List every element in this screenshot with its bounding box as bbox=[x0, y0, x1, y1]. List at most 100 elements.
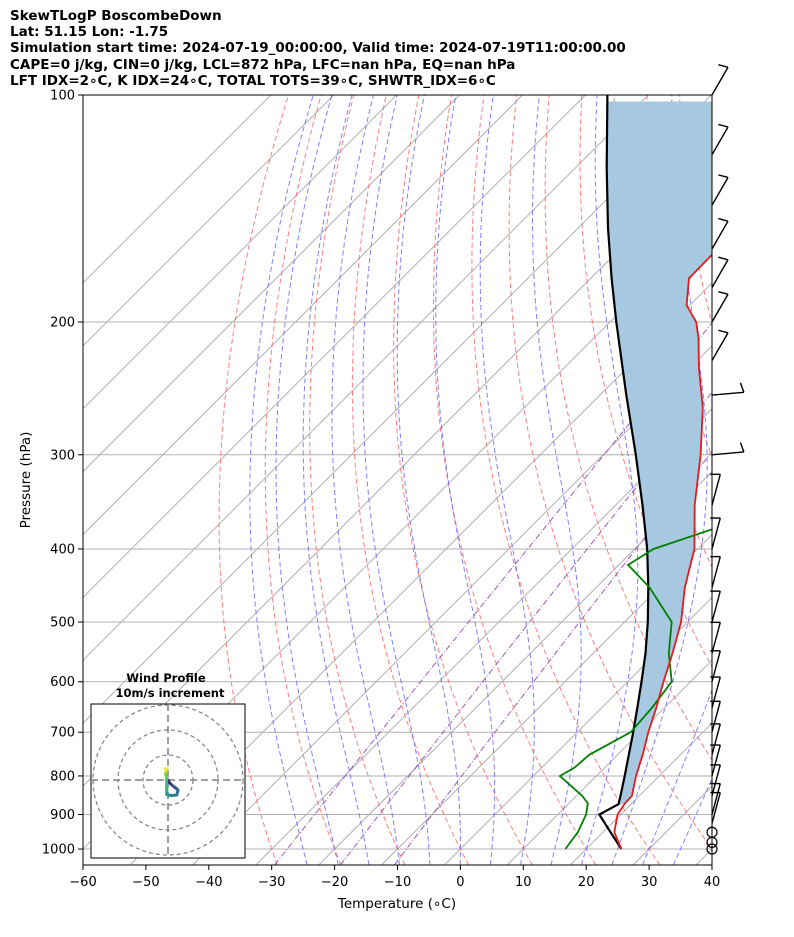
dry-adiabat-line bbox=[579, 95, 712, 668]
barb-flag bbox=[718, 174, 729, 179]
wind-barb bbox=[711, 256, 729, 288]
moist-adiabat-line bbox=[642, 688, 712, 865]
hodograph-subtitle: 10m/s increment bbox=[116, 686, 225, 700]
isotherm-line bbox=[318, 470, 712, 865]
isotherm-line bbox=[83, 95, 460, 473]
barb-staff bbox=[711, 66, 729, 96]
x-tick-label: −60 bbox=[69, 875, 96, 890]
dry-adiabat-line bbox=[711, 95, 712, 102]
cin-shading bbox=[606, 101, 712, 805]
x-tick-label: 20 bbox=[578, 875, 595, 890]
y-tick-label: 400 bbox=[50, 542, 75, 557]
moist-adiabat-line bbox=[580, 95, 639, 865]
barb-staff bbox=[711, 783, 721, 815]
x-tick-label: −40 bbox=[195, 875, 222, 890]
moist-adiabat-line bbox=[479, 95, 535, 865]
dry-adiabat-line bbox=[432, 95, 597, 865]
isotherm-line bbox=[83, 95, 335, 347]
dry-adiabat-line bbox=[393, 95, 533, 865]
hodograph: Wind Profile 10m/s increment bbox=[90, 671, 246, 859]
title-line-3: Simulation start time: 2024-07-19_00:00:… bbox=[10, 40, 626, 56]
moist-adiabat-line bbox=[275, 95, 339, 865]
barb-staff bbox=[711, 177, 729, 206]
dry-adiabat-line bbox=[471, 95, 661, 865]
y-tick-label: 300 bbox=[50, 448, 75, 463]
barb-flag bbox=[739, 442, 745, 453]
dry-adiabat-line bbox=[264, 95, 342, 865]
y-tick-label: 1000 bbox=[42, 843, 75, 858]
x-tick-label: −20 bbox=[321, 875, 348, 890]
isotherm-line bbox=[83, 95, 272, 284]
moist-adiabat-line bbox=[611, 95, 708, 865]
barb-flag bbox=[739, 382, 745, 393]
barb-flag bbox=[718, 256, 729, 261]
y-tick-label: 700 bbox=[50, 726, 75, 741]
wind-barb bbox=[711, 217, 729, 250]
barb-flag bbox=[718, 291, 729, 295]
isotherm-line bbox=[569, 722, 712, 865]
wind-barb bbox=[711, 329, 729, 361]
barb-staff bbox=[711, 126, 729, 156]
mixing-ratio-line bbox=[393, 450, 712, 865]
x-tick-label: 0 bbox=[456, 875, 464, 890]
moist-adiabat-line bbox=[249, 95, 314, 865]
dry-adiabat-line bbox=[351, 95, 469, 865]
mixing-ratio-line bbox=[339, 391, 712, 865]
background-reference-lines bbox=[83, 95, 794, 865]
y-tick-label: 500 bbox=[50, 616, 75, 631]
isotherm-line bbox=[192, 345, 712, 865]
hodograph-title: Wind Profile bbox=[126, 671, 206, 685]
wind-barb bbox=[711, 442, 745, 456]
isotherm-line bbox=[129, 282, 712, 865]
dry-adiabat-line bbox=[508, 95, 712, 850]
title-line-1: SkewTLogP BoscombeDown bbox=[10, 8, 222, 24]
moist-adiabat-line bbox=[531, 95, 582, 865]
moist-adiabat-line bbox=[396, 95, 461, 865]
moist-adiabat-line bbox=[672, 777, 712, 865]
moist-adiabat-line bbox=[302, 95, 370, 865]
wind-barb bbox=[711, 382, 745, 396]
y-tick-label: 600 bbox=[50, 675, 75, 690]
title-line-4: CAPE=0 j/kg, CIN=0 j/kg, LCL=872 hPa, LF… bbox=[10, 57, 516, 73]
dewpoint-line bbox=[558, 528, 712, 850]
barb-flag bbox=[718, 123, 729, 128]
barb-staff bbox=[711, 451, 744, 456]
y-tick-label: 900 bbox=[50, 808, 75, 823]
dry-adiabat-line bbox=[745, 95, 794, 865]
isotherm-line bbox=[83, 95, 649, 662]
dry-adiabat-line bbox=[309, 95, 406, 865]
y-tick-label: 100 bbox=[50, 89, 75, 104]
barb-staff bbox=[711, 259, 729, 288]
y-axis-label: Pressure (hPa) bbox=[18, 432, 34, 529]
title-line-2: Lat: 51.15 Lon: -1.75 bbox=[10, 24, 169, 40]
barb-staff bbox=[711, 556, 721, 588]
parcel-profile-line bbox=[597, 95, 650, 850]
y-tick-label: 200 bbox=[50, 315, 75, 330]
x-tick-label: 30 bbox=[641, 875, 658, 890]
x-tick-label: 40 bbox=[704, 875, 721, 890]
wind-barb bbox=[711, 64, 729, 96]
barb-staff bbox=[711, 220, 729, 250]
barb-staff bbox=[711, 391, 744, 396]
axes: −60 −50 −40 −30 −20 −10 0 10 20 30 40 1000 900 800 700… bbox=[42, 89, 720, 891]
wind-barb bbox=[711, 123, 729, 156]
barb-staff bbox=[711, 723, 721, 755]
barb-staff bbox=[711, 676, 721, 709]
barb-staff bbox=[711, 293, 729, 323]
x-tick-label: −30 bbox=[258, 875, 285, 890]
y-tick-label: 800 bbox=[50, 769, 75, 784]
barb-flag bbox=[718, 329, 729, 334]
title-line-5: LFT IDX=2∘C, K IDX=24∘C, TOTAL TOTS=39∘C… bbox=[10, 73, 496, 89]
moist-adiabat-line bbox=[435, 95, 496, 865]
barb-staff bbox=[711, 744, 721, 777]
wind-barb bbox=[711, 174, 729, 206]
barb-staff bbox=[711, 792, 721, 824]
x-tick-label: −50 bbox=[132, 875, 159, 890]
barb-staff bbox=[711, 590, 721, 623]
mixing-ratio-line bbox=[274, 322, 712, 865]
dry-adiabat-line bbox=[218, 95, 289, 865]
profile-lines bbox=[558, 95, 712, 850]
barb-staff bbox=[711, 650, 721, 682]
moist-adiabat-line bbox=[331, 95, 400, 865]
